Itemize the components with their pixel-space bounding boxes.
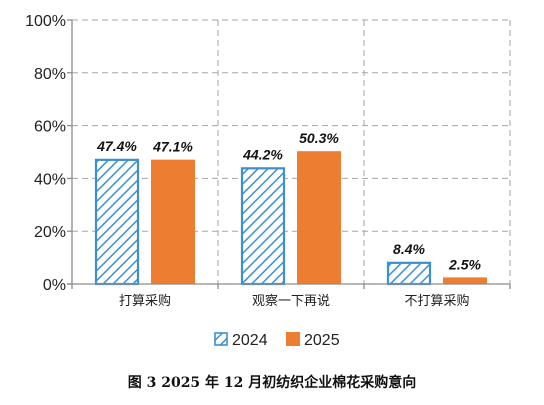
category-label: 观察一下再说 — [252, 294, 330, 309]
bar-2024 — [94, 158, 140, 286]
legend-label: 2025 — [304, 332, 340, 349]
data-label: 8.4% — [393, 241, 425, 257]
category-label: 不打算采购 — [404, 293, 469, 309]
figure-caption: 图 3 2025 年 12 月初纺织企业棉花采购意向 — [127, 375, 417, 391]
bar-2025 — [443, 277, 487, 284]
data-label: 2.5% — [448, 256, 481, 272]
legend: 2024 2025 — [214, 332, 340, 349]
data-labels-layer: 47.4% 47.1% 44.2% 50.3% 8.4% 2.5% — [96, 130, 481, 272]
data-label: 47.1% — [152, 139, 193, 155]
legend-swatch-2025 — [286, 332, 300, 346]
legend-swatch-2024 — [214, 332, 228, 346]
y-tick-label: 20% — [34, 224, 66, 241]
bars-layer — [94, 151, 487, 286]
y-tick-label: 40% — [34, 171, 66, 188]
grid-lines — [72, 19, 511, 284]
data-label: 50.3% — [299, 130, 339, 146]
y-tick-label: 100% — [25, 13, 66, 30]
bar-2025 — [151, 159, 195, 284]
category-label: 打算采购 — [119, 293, 171, 309]
bar-2024 — [386, 261, 432, 286]
y-tick-label: 60% — [34, 119, 66, 136]
bar-2024 — [240, 167, 286, 286]
y-tick-label: 80% — [34, 66, 66, 83]
axes-layer: 0% 20% 40% 60% 80% 100% 打算采购 观察一下再说 不打算采购 — [25, 13, 511, 309]
data-label: 47.4% — [96, 138, 137, 154]
legend-label: 2024 — [232, 332, 268, 349]
bar-2025 — [297, 151, 341, 284]
y-tick-label: 0% — [43, 277, 66, 294]
data-label: 44.2% — [242, 146, 283, 162]
